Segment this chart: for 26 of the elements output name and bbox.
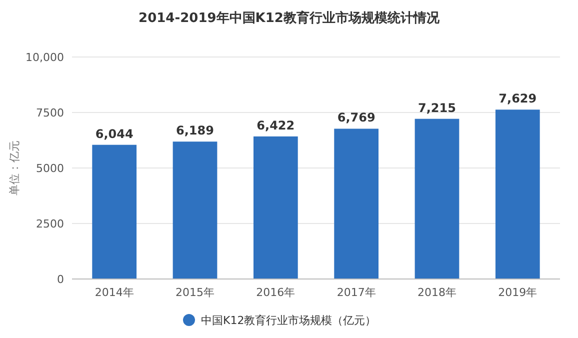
chart-title: 2014-2019年中国K12教育行业市场规模统计情况 bbox=[138, 10, 440, 26]
data-label: 6,769 bbox=[337, 110, 376, 125]
data-label: 6,422 bbox=[256, 118, 295, 132]
y-axis-title: 单位：亿元 bbox=[8, 140, 21, 196]
x-tick-label: 2015年 bbox=[176, 286, 215, 299]
bar bbox=[495, 110, 540, 279]
bar bbox=[334, 128, 379, 279]
data-label: 7,215 bbox=[418, 100, 456, 115]
data-label: 6,044 bbox=[95, 126, 134, 141]
x-tick-label: 2017年 bbox=[336, 286, 376, 299]
y-tick-label: 7500 bbox=[36, 106, 64, 120]
x-tick-label: 2016年 bbox=[256, 286, 296, 299]
bar bbox=[414, 118, 460, 279]
y-tick-label: 0 bbox=[57, 272, 64, 286]
x-tick-label: 2019年 bbox=[498, 286, 538, 299]
x-tick-label: 2014年 bbox=[94, 286, 134, 299]
y-tick-label: 5000 bbox=[36, 162, 64, 175]
y-tick-label: 2500 bbox=[36, 217, 64, 230]
x-tick-label: 2018年 bbox=[417, 286, 456, 299]
data-label: 6,189 bbox=[176, 124, 214, 138]
bar bbox=[253, 136, 298, 279]
legend-label: 中国K12教育行业市场规模（亿元） bbox=[201, 314, 376, 327]
data-label: 7,629 bbox=[498, 92, 537, 106]
bar bbox=[172, 142, 218, 279]
y-tick-label: 10,000 bbox=[26, 50, 64, 64]
bar bbox=[92, 144, 137, 279]
